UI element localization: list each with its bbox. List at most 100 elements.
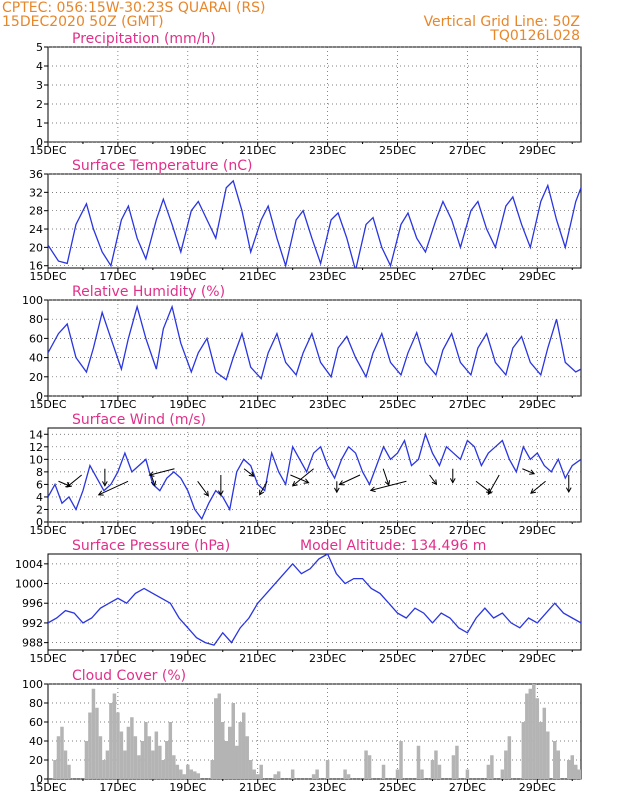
wind-arrow-head: [431, 479, 438, 486]
cloud-bar: [252, 769, 256, 779]
x-tick-label: 17DEC: [99, 524, 136, 537]
cloud-bar: [210, 760, 215, 779]
cloud-bar: [158, 745, 162, 779]
y-tick-label: 60: [29, 716, 43, 729]
x-tick-label: 29DEC: [519, 781, 556, 794]
wind-arrow: [66, 474, 82, 488]
x-tick-label: 27DEC: [449, 270, 486, 283]
wind-arrow-head: [218, 490, 224, 497]
x-tick-label: 15DEC: [29, 270, 66, 283]
cloud-bar: [231, 703, 235, 779]
wind-arrow: [98, 480, 129, 496]
cloud-bar: [217, 693, 222, 779]
wind-arrow-head: [384, 480, 391, 487]
cloud-bar: [542, 707, 547, 779]
wind-arrow: [339, 474, 361, 485]
y-tick-label: 100: [22, 678, 43, 691]
x-tick-label: 29DEC: [519, 144, 556, 157]
cloud-bar: [574, 764, 578, 779]
cloud-bar: [119, 731, 124, 779]
y-tick-label: 0: [36, 136, 43, 149]
cloud-bar: [137, 755, 141, 779]
wind-arrow-head: [150, 480, 157, 487]
wind-arrow-head: [97, 490, 104, 496]
wind-arrow-head: [102, 481, 108, 487]
precip-frame: [47, 46, 582, 143]
wind-arrow-head: [487, 489, 493, 496]
cloud-bar: [434, 750, 438, 779]
wind-arrow-head: [303, 478, 310, 484]
wind-arrow: [243, 468, 255, 477]
x-tick-label: 21DEC: [239, 781, 276, 794]
cloud-bar: [193, 771, 197, 779]
y-tick-label: 40: [29, 352, 43, 365]
cloud-bar: [165, 741, 169, 779]
cloud-title: Cloud Cover (%): [72, 668, 186, 684]
y-tick-label: 0: [36, 773, 43, 786]
cloud-bar: [416, 745, 421, 779]
x-tick-label: 19DEC: [169, 524, 206, 537]
cloud-bar: [521, 722, 526, 779]
y-tick-label: 10: [29, 453, 43, 466]
x-tick-label: 19DEC: [169, 781, 206, 794]
cloud-bar: [227, 726, 232, 779]
wind-arrow-head: [565, 487, 572, 494]
y-tick-label: 80: [29, 313, 43, 326]
pressure-annotation: Model Altitude: 134.496 m: [300, 538, 486, 554]
rh-title: Relative Humidity (%): [72, 284, 225, 300]
x-tick-label: 17DEC: [99, 652, 136, 665]
y-tick-label: 28: [29, 205, 43, 218]
cloud-bar: [172, 755, 176, 779]
precip-title: Precipitation (mm/h): [72, 31, 216, 47]
x-tick-label: 25DEC: [379, 524, 416, 537]
cloud-bar: [95, 707, 99, 779]
y-tick-label: 1000: [15, 578, 43, 591]
cloud-bar: [577, 769, 581, 779]
y-tick-label: 0: [36, 516, 43, 529]
cloud-bar: [53, 760, 57, 779]
cloud-bar: [381, 764, 386, 779]
x-tick-label: 19DEC: [169, 270, 206, 283]
x-tick-label: 15DEC: [29, 144, 66, 157]
y-tick-label: 4: [36, 60, 43, 73]
cloud-bar: [315, 769, 319, 779]
cloud-bar: [535, 698, 540, 779]
y-tick-label: 5: [36, 41, 43, 54]
x-tick-label: 15DEC: [29, 652, 66, 665]
wind-arrow: [487, 474, 500, 495]
y-tick-label: 20: [29, 371, 43, 384]
y-tick-label: 8: [36, 466, 43, 479]
cloud-bar: [528, 688, 533, 779]
header-location: CPTEC: 056:15W-30:23S QUARAI (RS): [2, 0, 266, 16]
cloud-bar: [245, 736, 249, 779]
y-tick-label: 80: [29, 697, 43, 710]
pressure-line: [48, 554, 581, 646]
cloud-bar: [133, 736, 138, 779]
wind-arrow-head: [333, 487, 340, 494]
x-tick-label: 17DEC: [99, 781, 136, 794]
cloud-bar: [102, 760, 106, 779]
x-tick-label: 15DEC: [29, 524, 66, 537]
cloud-bar: [154, 731, 159, 779]
cloud-bar: [290, 769, 295, 779]
cloud-bar: [507, 736, 512, 779]
wind-arrow-head: [530, 488, 536, 494]
cloud-bar: [175, 764, 180, 779]
x-tick-label: 29DEC: [519, 398, 556, 411]
wind-arrow: [382, 468, 390, 486]
header-date: 15DEC2020 50Z (GMT): [2, 14, 164, 30]
wind-line: [48, 432, 581, 521]
cloud-bar: [196, 773, 201, 779]
cloud-bar: [98, 736, 103, 779]
y-tick-label: 3: [36, 79, 43, 92]
wind-arrow-head: [259, 489, 265, 496]
cloud-bar: [430, 760, 435, 779]
wind-arrow: [259, 481, 268, 495]
y-tick-label: 20: [29, 241, 43, 254]
header-model: TQ0126L028: [489, 28, 580, 44]
cloud-bar: [126, 726, 131, 779]
wind-arrow-head: [66, 482, 73, 488]
wind-arrow: [150, 474, 156, 486]
wind-arrow-head: [148, 471, 155, 477]
wind-arrow: [292, 468, 314, 487]
